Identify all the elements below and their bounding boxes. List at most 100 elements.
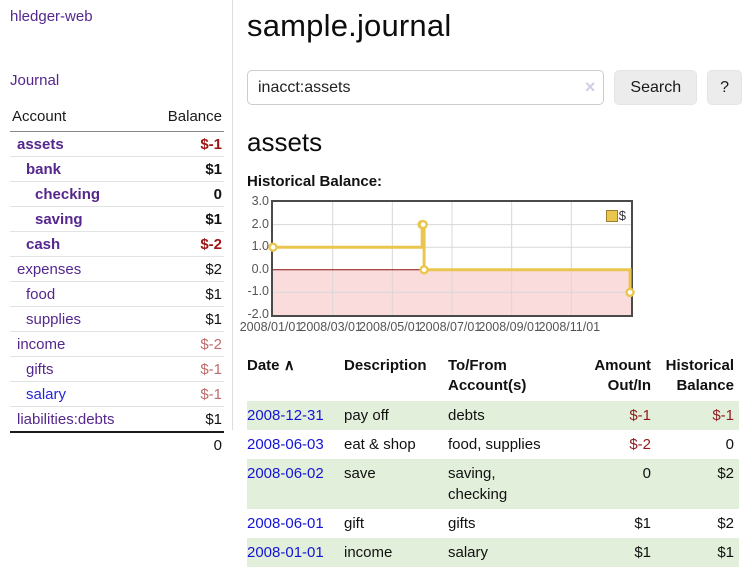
transaction-date-link[interactable]: 2008-01-01	[247, 544, 324, 561]
sidebar-account-row: liabilities:debts $1	[10, 406, 224, 432]
y-axis-tick-label: 0.0	[251, 261, 269, 276]
x-axis-tick-label: 2008/11/01	[538, 320, 601, 334]
transaction-date-link[interactable]: 2008-12-31	[247, 407, 324, 424]
transaction-accounts: food, supplies	[448, 436, 541, 453]
transaction-date-cell: 2008-06-02	[247, 459, 344, 509]
transaction-balance: $2	[717, 515, 734, 532]
transaction-date-cell: 2008-12-31	[247, 401, 344, 430]
register-header-row: Date ∧ Description To/From Account(s) Am…	[247, 350, 739, 401]
account-name-cell: bank	[10, 156, 148, 182]
chart-plot-area: $	[268, 200, 635, 317]
account-balance: $1	[147, 281, 224, 307]
account-balance: $1	[147, 156, 224, 182]
sidebar-account-row: cash $-2	[10, 231, 224, 257]
account-name-cell: assets	[10, 132, 147, 157]
date-column-header[interactable]: Date ∧	[247, 357, 295, 374]
historical-balance-chart: $ 3.0 2.0 1.0 0.0 -1.0 -2.0 2008/01/01 2008/03…	[240, 194, 742, 338]
account-link-expenses[interactable]: expenses	[17, 261, 82, 278]
register-row: 2008-01-01 income salary $1 $1	[247, 538, 739, 567]
transaction-date-link[interactable]: 2008-06-03	[247, 436, 324, 453]
account-link-checking[interactable]: checking	[35, 186, 101, 203]
account-balance: $2	[147, 256, 224, 282]
register-row: 2008-12-31 pay off debts $-1 $-1	[247, 401, 739, 430]
sidebar-account-row: income $-2	[10, 331, 224, 357]
accounts-total-row: 0	[10, 431, 224, 457]
x-axis-tick-label: 2008/03/01	[299, 320, 362, 334]
y-axis-tick-label: 3.0	[251, 194, 269, 208]
chart-legend: $	[605, 208, 626, 223]
search-input-wrap: ×	[247, 70, 605, 105]
transaction-amount: $1	[584, 538, 656, 567]
account-link-assets[interactable]: assets	[17, 136, 64, 153]
account-link-gifts[interactable]: gifts	[26, 361, 54, 378]
balance-column-header: Balance	[147, 106, 224, 132]
y-axis-tick-label: 1.0	[251, 239, 269, 254]
chart-title: Historical Balance:	[247, 173, 383, 190]
transaction-date-link[interactable]: 2008-06-02	[247, 465, 324, 482]
sidebar-accounts-body: assets $-1 bank $1 checking 0 saving $1 cash $-2 e…	[10, 132, 224, 432]
search-button[interactable]: Search	[614, 70, 698, 105]
account-balance: $-2	[147, 331, 224, 357]
page-title: sample.journal	[247, 8, 452, 43]
search-input[interactable]	[247, 70, 605, 105]
help-button[interactable]: ?	[707, 70, 742, 105]
app-title-link[interactable]: hledger-web	[10, 8, 93, 25]
sort-ascending-icon: ∧	[283, 357, 295, 374]
transaction-accounts: gifts	[448, 515, 476, 532]
accounts-header-row: Account Balance	[10, 106, 224, 132]
transaction-description: save	[344, 459, 448, 509]
sidebar-account-row: food $1	[10, 281, 224, 307]
transaction-balance: $-1	[656, 401, 739, 430]
chart-canvas	[268, 202, 635, 315]
x-axis-tick-label: 2008/09/01	[478, 320, 541, 334]
account-balance: $-1	[147, 356, 224, 382]
account-name-cell: gifts	[10, 356, 148, 382]
transaction-accounts: debts	[448, 401, 584, 430]
account-heading: assets	[247, 127, 323, 157]
sidebar-accounts-table: Account Balance assets $-1 bank $1 checking 0…	[10, 106, 224, 457]
sidebar: hledger-web Journal Account Balance asse…	[0, 0, 233, 457]
account-name-cell: food	[10, 281, 148, 307]
account-balance: $1	[147, 206, 224, 232]
clear-search-icon[interactable]: ×	[584, 77, 596, 97]
transaction-balance: $2	[656, 459, 739, 509]
account-name-cell: income	[10, 331, 148, 357]
accounts-total-spacer	[10, 431, 148, 457]
transaction-date-cell: 2008-06-03	[247, 430, 344, 459]
transaction-balance: $1	[656, 538, 739, 567]
register-row: 2008-06-03 eat & shop food, supplies $-2 0	[247, 430, 739, 459]
sidebar-account-row: salary $-1	[10, 381, 224, 407]
transaction-amount: 0	[584, 459, 656, 509]
sidebar-account-row: bank $1	[10, 156, 224, 182]
accounts-tofrom-column-header: To/From Account(s)	[448, 357, 527, 394]
account-link-saving[interactable]: saving	[35, 211, 83, 228]
account-link-salary[interactable]: salary	[26, 386, 67, 403]
main-content: sample.journal × Search ? assets Histori…	[240, 0, 742, 567]
y-axis-tick-label: 2.0	[251, 216, 269, 231]
transaction-date-cell: 2008-06-01	[247, 509, 344, 538]
x-axis-tick-label: 2008/05/01	[359, 320, 422, 334]
sidebar-account-row: expenses $2	[10, 256, 224, 282]
account-balance: $-1	[147, 381, 224, 407]
transaction-balance: 0	[725, 436, 734, 453]
account-name-cell: checking	[10, 181, 148, 207]
transaction-date-link[interactable]: 2008-06-01	[247, 515, 324, 532]
account-link-income[interactable]: income	[17, 336, 66, 353]
search-bar: × Search ?	[247, 70, 742, 105]
legend-label: $	[618, 208, 626, 223]
x-axis-tick-label: 2008/01/01	[239, 320, 303, 334]
account-name-cell: expenses	[10, 256, 148, 282]
account-link-cash[interactable]: cash	[26, 236, 61, 253]
account-link-bank[interactable]: bank	[26, 161, 62, 178]
register-body: 2008-12-31 pay off debts $-1 $-1 2008-06-03 ea…	[247, 401, 739, 567]
sidebar-account-row: supplies $1	[10, 306, 224, 332]
sidebar-account-row: checking 0	[10, 181, 224, 207]
account-name-cell: cash	[10, 231, 148, 257]
account-balance: $-2	[147, 231, 224, 257]
account-link-liabilities-debts[interactable]: liabilities:debts	[17, 411, 115, 428]
account-link-supplies[interactable]: supplies	[26, 311, 82, 328]
account-balance: $1	[147, 306, 224, 332]
sidebar-item-journal[interactable]: Journal	[10, 72, 60, 89]
account-link-food[interactable]: food	[26, 286, 56, 303]
